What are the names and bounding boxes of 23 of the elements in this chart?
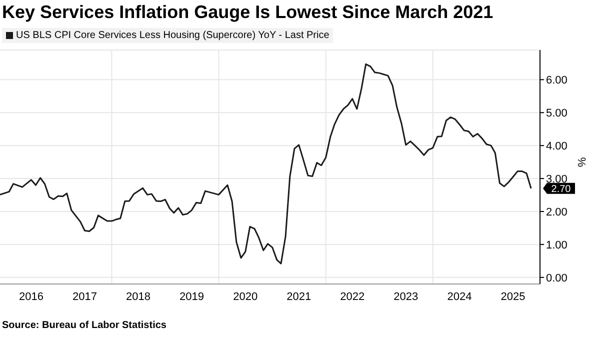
x-tick-label: 2020 [233,290,258,303]
x-tick-label: 2016 [18,290,44,303]
y-tick-label: 4.00 [546,140,568,152]
y-axis-title: % [575,157,588,168]
y-tick-label: 0.00 [546,272,568,284]
line-series [0,63,532,264]
y-tick-label: 3.00 [546,173,568,186]
x-tick-label: 2022 [340,290,365,303]
y-tick-label: 5.00 [546,108,568,120]
source-note: Source: Bureau of Labor Statistics [2,320,166,331]
x-tick-label: 2019 [179,290,204,303]
x-tick-label: 2021 [286,290,312,303]
x-tick-label: 2024 [447,290,472,303]
y-tick-label: 1.00 [546,239,568,252]
x-tick-label: 2025 [500,290,526,303]
x-tick-label: 2017 [72,290,97,303]
chart-title: Key Services Inflation Gauge Is Lowest Since March 2021 [2,2,494,23]
x-tick-label: 2023 [394,290,418,303]
x-tick-label: 2018 [126,290,150,303]
legend-label: US BLS CPI Core Services Less Housing (Supercore) YoY - Last Price [15,30,330,41]
annotation: 2.70 [551,184,572,195]
y-tick-label: 6.00 [546,74,568,87]
y-tick-label: 2.00 [546,206,568,218]
